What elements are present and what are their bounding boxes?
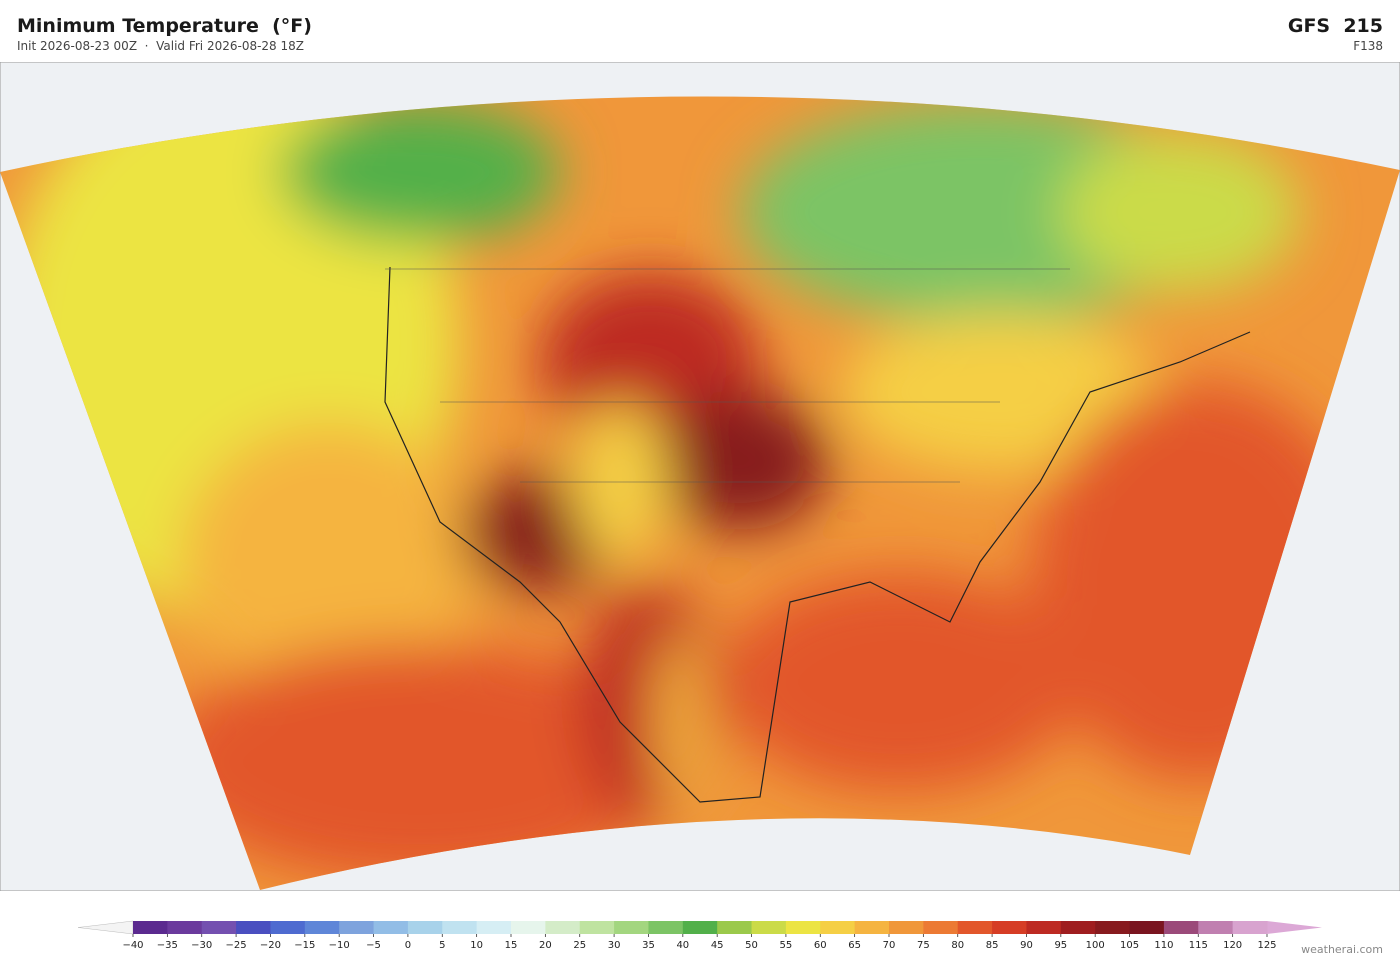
colorbar-tick-label: −25 <box>226 940 247 951</box>
colorbar-under <box>77 920 134 935</box>
colorbar-swatch <box>236 921 271 934</box>
colorbar-swatch <box>545 921 581 934</box>
colorbar-tick-label: 60 <box>814 940 827 951</box>
colorbar-swatch <box>1026 921 1062 934</box>
colorbar-tick-label: 0 <box>405 940 411 951</box>
colorbar-swatch <box>1198 921 1234 934</box>
colorbar-tick-label: −15 <box>294 940 315 951</box>
colorbar-tick-label: −20 <box>260 940 281 951</box>
colorbar-tick-label: 120 <box>1223 940 1242 951</box>
colorbar-swatch <box>785 921 821 934</box>
map <box>0 62 1400 891</box>
colorbar-tick-label: −40 <box>122 940 143 951</box>
colorbar-tick-label: 125 <box>1257 940 1276 951</box>
colorbar-tick-label: 40 <box>676 940 689 951</box>
colorbar-tick-label: 95 <box>1054 940 1067 951</box>
colorbar-swatch <box>614 921 649 934</box>
colorbar-tick-label: 5 <box>439 940 445 951</box>
colorbar-swatch <box>407 921 443 934</box>
colorbar-swatch <box>476 921 512 934</box>
colorbar-swatch <box>373 921 409 934</box>
colorbar-tick-label: 45 <box>711 940 724 951</box>
colorbar-tick-label: 25 <box>573 940 586 951</box>
watermark: weatherai.com <box>1301 943 1383 956</box>
colorbar-tick-label: 15 <box>505 940 518 951</box>
colorbar: −40 −35 −30 −25 −20 −15 −10 −5 0 5 10 15 20 25 30 35 40 4… <box>77 920 1322 951</box>
title: Minimum Temperature (°F) <box>17 15 312 37</box>
colorbar-tick-label: 55 <box>780 940 793 951</box>
forecast-hour: F138 <box>1353 39 1383 53</box>
colorbar-tick-label: 30 <box>608 940 621 951</box>
colorbar-swatch <box>957 921 993 934</box>
temperature-field <box>0 96 1400 891</box>
colorbar-tick-label: 85 <box>986 940 999 951</box>
colorbar-swatch <box>201 921 237 934</box>
colorbar-tick-label: 50 <box>745 940 758 951</box>
colorbar-tick-label: 75 <box>917 940 930 951</box>
colorbar-swatch <box>854 921 890 934</box>
colorbar-swatch <box>1129 921 1165 934</box>
colorbar-tick-label: −30 <box>191 940 212 951</box>
colorbar-swatch <box>579 921 615 934</box>
colorbar-tick-label: 35 <box>642 940 655 951</box>
colorbar-swatch <box>992 921 1027 934</box>
colorbar-tick-label: −10 <box>329 940 350 951</box>
subtitle: Init 2026-08-23 00Z · Valid Fri 2026-08-… <box>17 39 304 53</box>
colorbar-tick-label: 100 <box>1086 940 1105 951</box>
colorbar-tick-label: −35 <box>157 940 178 951</box>
colorbar-over <box>1267 921 1322 934</box>
colorbar-tick-label: 90 <box>1020 940 1033 951</box>
colorbar-swatch <box>717 921 753 934</box>
colorbar-tick-label: 10 <box>470 940 483 951</box>
colorbar-swatch <box>442 921 478 934</box>
colorbar-swatch <box>133 921 168 934</box>
model: GFS 215 <box>1287 15 1383 37</box>
colorbar-swatch <box>923 921 959 934</box>
colorbar-swatch <box>1232 921 1268 934</box>
colorbar-swatch <box>648 921 684 934</box>
colorbar-swatch <box>1163 921 1199 934</box>
colorbar-swatch <box>751 921 787 934</box>
colorbar-tick-label: 65 <box>848 940 861 951</box>
colorbar-swatch <box>682 921 718 934</box>
colorbar-swatch <box>167 921 203 934</box>
colorbar-tick-label: 115 <box>1189 940 1208 951</box>
colorbar-swatch <box>820 921 856 934</box>
colorbar-swatch <box>1060 921 1096 934</box>
borders <box>385 268 1070 483</box>
colorbar-tick-label: 80 <box>951 940 964 951</box>
colorbar-tick-label: −5 <box>366 940 381 951</box>
colorbar-swatch <box>270 921 306 934</box>
colorbar-tick-label: 20 <box>539 940 552 951</box>
colorbar-tick-label: 110 <box>1154 940 1173 951</box>
colorbar-swatch <box>339 921 375 934</box>
colorbar-swatch <box>304 921 340 934</box>
colorbar-swatch <box>889 921 924 934</box>
colorbar-swatch <box>511 921 546 934</box>
colorbar-swatch <box>1095 921 1131 934</box>
coastline <box>384 266 1251 803</box>
colorbar-tick-label: 105 <box>1120 940 1139 951</box>
colorbar-tick-label: 70 <box>883 940 896 951</box>
